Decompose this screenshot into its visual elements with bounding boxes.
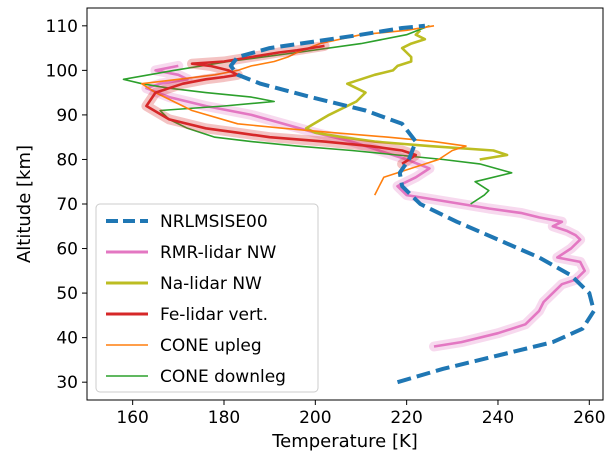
y-tick-label: 80 <box>56 150 78 170</box>
plot-area <box>122 23 596 385</box>
y-axis-label: Altitude [km] <box>14 145 35 263</box>
x-tick-label: 200 <box>299 408 331 428</box>
legend-item-nrlmsise00: NRLMSISE00 <box>106 212 268 232</box>
legend-label: CONE downleg <box>160 367 286 387</box>
series-line-cone-upleg <box>141 25 467 196</box>
x-tick-label: 260 <box>573 408 605 428</box>
y-tick-label: 70 <box>56 195 78 215</box>
series-line-nrlmsise00 <box>228 23 596 385</box>
y-tick-label: 60 <box>56 240 78 260</box>
x-tick-label: 160 <box>116 408 148 428</box>
legend-label: RMR-lidar NW <box>160 243 277 263</box>
y-tick-label: 100 <box>46 61 78 81</box>
y-tick-label: 110 <box>46 17 78 37</box>
legend-label: Fe-lidar vert. <box>160 305 268 325</box>
x-tick-label: 180 <box>208 408 240 428</box>
legend-label: CONE upleg <box>160 336 262 356</box>
legend: NRLMSISE00 RMR-lidar NW Na-lidar NW Fe-lida… <box>95 203 319 393</box>
series-layer <box>122 23 596 385</box>
legend-box <box>95 203 319 393</box>
legend-item-cone-downleg: CONE downleg <box>106 367 286 387</box>
x-tick-label: 220 <box>390 408 422 428</box>
series-line-na-lidar-nw <box>304 29 509 161</box>
series-line-rmr-lidar-nw <box>145 64 587 348</box>
legend-label: Na-lidar NW <box>160 274 262 294</box>
y-tick-label: 30 <box>56 373 78 393</box>
legend-item-rmr-lidar-nw: RMR-lidar NW <box>106 243 277 263</box>
y-tick-label: 90 <box>56 106 78 126</box>
y-tick-label: 50 <box>56 284 78 304</box>
series-line-cone-downleg <box>122 25 513 205</box>
legend-item-cone-upleg: CONE upleg <box>106 336 262 356</box>
series-line-fe-lidar-vert <box>145 44 418 165</box>
y-tick-label: 40 <box>56 329 78 349</box>
legend-label: NRLMSISE00 <box>160 212 268 232</box>
legend-item-fe-lidar-vert: Fe-lidar vert. <box>106 305 268 325</box>
x-axis-label: Temperature [K] <box>271 431 418 452</box>
axes: 160 180 200 220 240 260 30 40 50 60 70 80 90 100 110 Te… <box>14 7 606 452</box>
x-tick-label: 240 <box>482 408 514 428</box>
legend-item-na-lidar-nw: Na-lidar NW <box>106 274 262 294</box>
